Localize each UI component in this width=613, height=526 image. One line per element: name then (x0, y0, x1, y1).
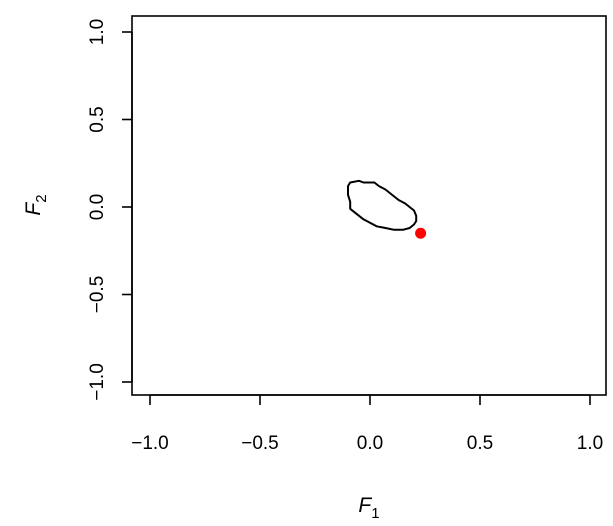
y-axis-label-sub: 2 (33, 194, 50, 202)
plot-frame (131, 15, 607, 396)
x-axis-label-sub: 1 (371, 505, 379, 522)
x-axis-label: F1 (358, 494, 379, 522)
contour-line (347, 179, 418, 231)
y-axis-label-base: F (22, 202, 45, 216)
y-tick-label: 1.0 (87, 19, 108, 45)
x-tick-label: −0.5 (241, 433, 279, 454)
y-axis: −1.0 −0.5 0.0 0.5 1.0 (87, 19, 133, 401)
x-tick-label: −1.0 (131, 433, 169, 454)
x-axis-label-base: F (358, 494, 372, 517)
x-axis: −1.0 −0.5 0.0 0.5 1.0 (131, 394, 603, 454)
y-tick-label: −0.5 (87, 276, 108, 314)
x-tick-label: 0.0 (357, 433, 383, 454)
x-tick-label: 0.5 (467, 433, 493, 454)
x-tick-label: 1.0 (577, 433, 603, 454)
y-tick-label: −1.0 (87, 363, 108, 401)
plot-area (347, 179, 427, 239)
y-axis-label: F2 (22, 194, 50, 215)
data-point (415, 227, 427, 239)
y-tick-label: 0.5 (87, 106, 108, 132)
y-tick-label: 0.0 (87, 194, 108, 220)
